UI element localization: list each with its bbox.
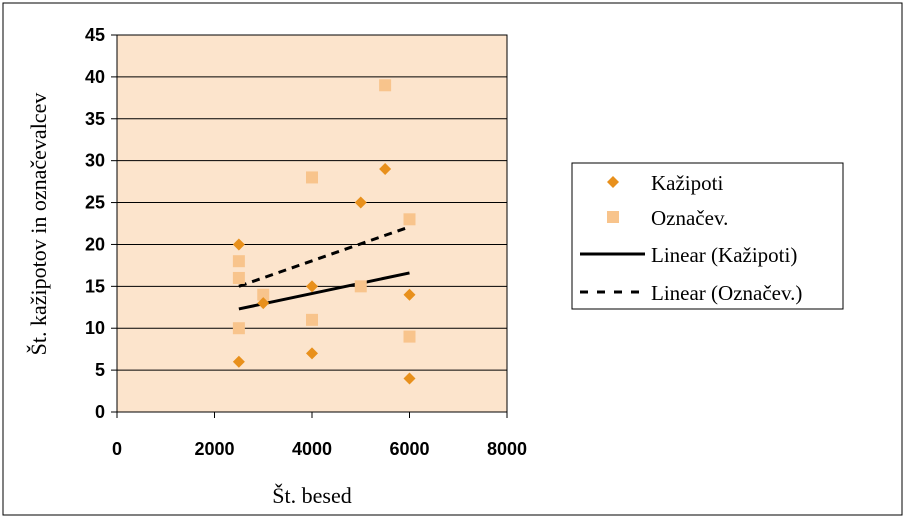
data-point-diamond [403,372,416,385]
data-point-diamond [232,355,245,368]
data-point-diamond [354,196,367,209]
data-points [232,79,416,385]
data-point-diamond [403,288,416,301]
data-point-square [232,322,245,335]
x-tick-label: 4000 [292,439,332,459]
y-axis-ticks: 0 5 10 15 20 25 30 35 40 45 [85,25,117,422]
y-tick-label: 45 [85,25,105,45]
y-tick-label: 0 [95,402,105,422]
x-axis-ticks: 0 2000 4000 6000 8000 [112,412,527,459]
y-tick-label: 40 [85,67,105,87]
legend-marker [607,211,619,223]
x-tick-label: 8000 [487,439,527,459]
data-point-square [306,313,318,326]
data-point-square [306,171,318,184]
x-tick-label: 0 [112,439,122,459]
y-tick-label: 35 [85,109,105,129]
y-tick-label: 5 [95,360,105,380]
x-axis-title: Št. besed [272,483,351,508]
trendline [238,225,410,288]
y-tick-label: 25 [85,193,105,213]
legend-label: Označev. [651,206,728,230]
y-axis-title: Št. kažipotov in označevalcev [26,93,51,356]
data-point-square [232,255,245,268]
data-point-square [257,288,270,301]
data-point-square [403,213,416,226]
legend-label: Kažipoti [651,171,723,195]
data-point-square [379,79,392,92]
data-point-diamond [379,163,392,176]
y-tick-label: 30 [85,151,105,171]
legend-marker [607,176,619,188]
x-tick-label: 6000 [389,439,429,459]
data-point-diamond [232,238,245,251]
y-tick-label: 10 [85,318,105,338]
legend: Kažipoti Označev. Linear (Kažipoti) Linear … [571,162,844,310]
y-tick-label: 15 [85,276,105,296]
data-point-square [354,280,367,293]
x-tick-label: 2000 [194,439,234,459]
data-point-diamond [306,347,318,360]
y-tick-label: 20 [85,234,105,254]
data-point-square [403,330,416,343]
data-point-diamond [257,297,270,310]
legend-label: Linear (Kažipoti) [651,243,797,267]
legend-label: Linear (Označev.) [651,281,802,305]
data-point-diamond [306,280,318,293]
data-point-square [232,271,245,284]
legend-box [571,162,844,310]
